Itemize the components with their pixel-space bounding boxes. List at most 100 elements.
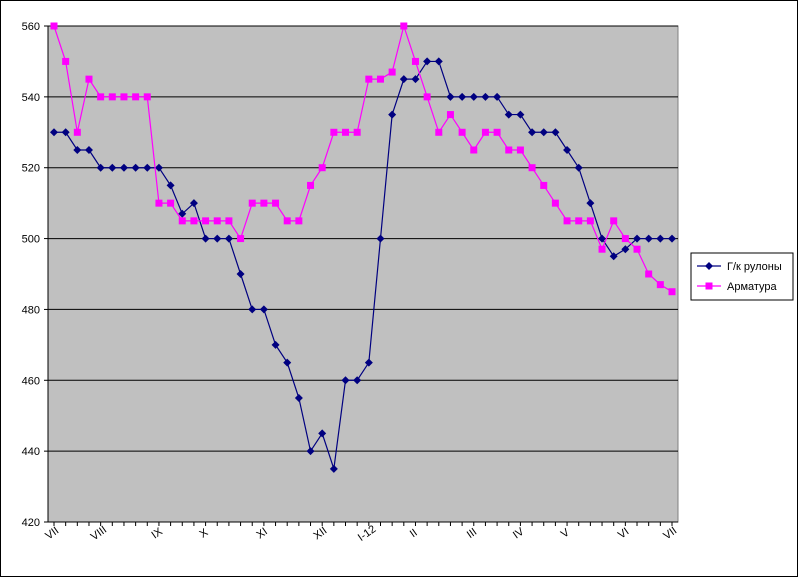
data-point — [458, 92, 467, 101]
data-point — [656, 281, 664, 289]
data-point — [341, 376, 350, 385]
data-point — [73, 146, 82, 154]
legend-label: Арматура — [727, 281, 778, 293]
x-tick-label: VII — [43, 525, 61, 543]
data-point — [516, 146, 524, 154]
data-point — [283, 358, 292, 367]
data-point — [435, 128, 443, 136]
data-point — [132, 93, 140, 101]
data-point — [120, 93, 128, 101]
x-tick-label: IX — [150, 525, 166, 541]
data-point — [610, 217, 618, 225]
data-point — [400, 22, 408, 30]
data-point — [236, 270, 245, 278]
data-point — [202, 217, 210, 225]
data-point — [155, 199, 163, 207]
data-point — [213, 234, 222, 243]
data-point — [539, 128, 548, 137]
x-tick-label: IV — [511, 525, 527, 541]
data-point — [376, 75, 384, 83]
data-point — [353, 128, 361, 136]
x-tick-label: XI — [254, 526, 269, 542]
data-point — [399, 75, 408, 84]
data-point — [598, 245, 606, 253]
data-point — [178, 209, 187, 218]
data-point — [411, 57, 419, 65]
y-axis-ticks: 420 440 460 480 500 520 540 560 — [22, 21, 49, 529]
data-point — [481, 128, 489, 136]
data-point — [131, 163, 140, 172]
data-point — [62, 57, 70, 65]
x-tick-label: XII — [312, 525, 330, 543]
data-point — [609, 252, 618, 261]
data-point — [259, 305, 268, 314]
data-point — [85, 75, 93, 83]
data-point — [318, 429, 327, 438]
data-point — [237, 235, 245, 243]
data-point — [376, 234, 385, 243]
data-point — [166, 181, 175, 190]
x-tick-label: I-12 — [356, 523, 378, 544]
data-point — [283, 217, 291, 225]
data-point — [644, 234, 653, 243]
legend: Г/к рулоны Арматура — [690, 252, 794, 301]
data-point — [423, 57, 432, 66]
legend-marker — [705, 282, 713, 290]
data-point — [586, 199, 595, 208]
data-point — [190, 217, 198, 225]
data-point — [505, 146, 513, 154]
data-point — [364, 358, 373, 367]
data-point — [213, 217, 221, 225]
data-point — [621, 245, 630, 254]
data-point — [50, 22, 58, 30]
data-point — [388, 68, 396, 76]
data-point — [668, 288, 676, 296]
data-point — [574, 163, 583, 172]
data-point — [493, 128, 501, 136]
data-point — [143, 93, 151, 101]
data-point — [307, 181, 315, 189]
x-tick-label: VII — [661, 525, 679, 543]
y-tick-label: 420 — [22, 517, 40, 529]
data-point — [330, 128, 338, 136]
data-point — [73, 128, 81, 136]
data-point — [96, 163, 105, 172]
data-point — [108, 93, 116, 101]
data-point — [575, 217, 583, 225]
data-point — [470, 146, 478, 154]
data-point — [167, 199, 175, 207]
data-point — [318, 164, 326, 172]
legend-label: Г/к рулоны — [727, 261, 782, 273]
data-point — [84, 146, 93, 154]
data-point — [225, 217, 233, 225]
data-point — [365, 75, 373, 83]
data-point — [271, 340, 280, 349]
data-point — [423, 93, 431, 101]
data-point — [446, 111, 454, 119]
data-point — [504, 110, 513, 119]
data-point — [458, 128, 466, 136]
data-point — [97, 93, 105, 101]
data-point — [563, 217, 571, 225]
data-point — [516, 110, 525, 119]
data-point — [61, 128, 70, 137]
data-point — [469, 92, 478, 101]
data-point — [446, 92, 455, 101]
data-point — [272, 199, 280, 207]
data-point — [260, 199, 268, 207]
data-point — [633, 234, 642, 243]
data-point — [108, 163, 117, 172]
data-point — [154, 163, 163, 172]
y-tick-label: 560 — [22, 21, 40, 33]
data-point — [551, 128, 560, 137]
data-point — [178, 217, 186, 225]
y-tick-label: 440 — [22, 446, 40, 458]
data-point — [201, 234, 210, 243]
data-point — [586, 217, 594, 225]
data-point — [189, 199, 198, 208]
data-point — [119, 163, 128, 172]
y-tick-label: 520 — [22, 163, 40, 175]
y-tick-label: 500 — [22, 234, 40, 246]
data-point — [493, 92, 502, 101]
